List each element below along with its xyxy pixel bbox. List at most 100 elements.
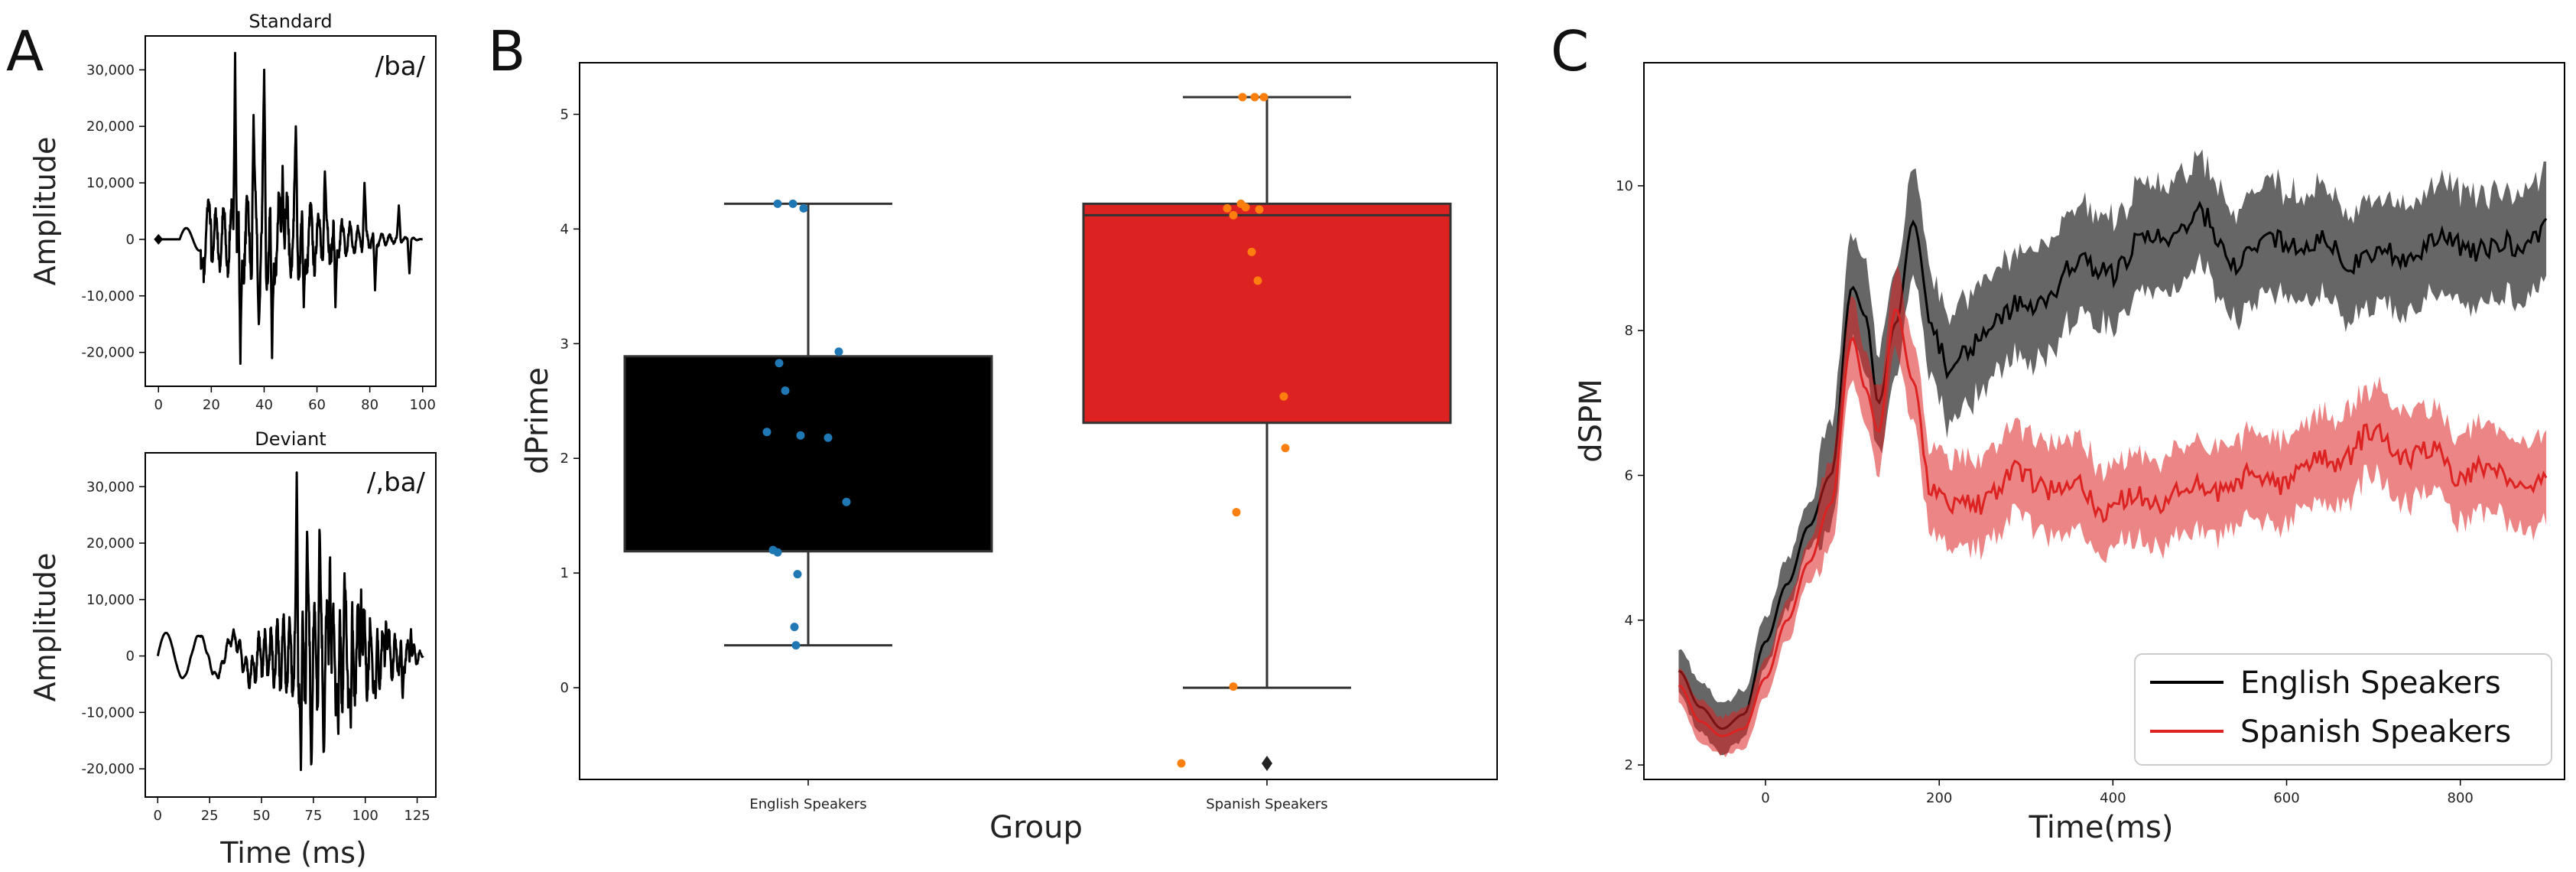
y-tick-label: -10,000 — [82, 288, 135, 304]
y-tick-label: -20,000 — [82, 761, 135, 777]
x-tick-label: 80 — [361, 397, 378, 413]
data-point — [842, 497, 851, 506]
data-point — [1177, 759, 1186, 768]
panel-a-deviant: Deviant /,ba/ Amplitude Time (ms) 0 25 50 7… — [28, 428, 437, 870]
y-tick-label: 4 — [1625, 613, 1633, 629]
data-point — [1238, 93, 1247, 102]
x-tick-label: 600 — [2273, 790, 2299, 806]
x-tick-label: 75 — [304, 808, 322, 824]
y-tick-label: -20,000 — [82, 345, 135, 361]
data-point — [781, 386, 790, 395]
y-tick-label: 0 — [560, 680, 569, 696]
panel-label-b: B — [488, 19, 525, 83]
x-tick-label: Spanish Speakers — [1206, 796, 1327, 812]
y-tick-label: 2 — [1625, 757, 1633, 773]
x-tick-label: 25 — [201, 808, 219, 824]
data-point — [1281, 444, 1290, 453]
y-axis-label: Amplitude — [28, 137, 62, 286]
waveform — [154, 51, 424, 365]
data-point — [796, 431, 805, 440]
x-tick-label: English Speakers — [749, 796, 866, 812]
waveform-line — [158, 51, 424, 365]
panel-b-boxplot: dPrime Group 0 1 2 3 4 5 English Speakers Span… — [520, 62, 1498, 845]
legend-label-spanish: Spanish Speakers — [2240, 714, 2511, 750]
y-tick-label: 10 — [1616, 178, 1633, 194]
x-tick-label: 200 — [1926, 790, 1952, 806]
y-tick-label: 3 — [560, 336, 569, 352]
axis-ticks: 0 1 2 3 4 5 — [560, 106, 580, 696]
x-axis-label: Time (ms) — [219, 836, 367, 870]
y-tick-label: 8 — [1625, 323, 1633, 339]
panel-label-a: A — [6, 19, 44, 83]
series-line-spanish — [1678, 307, 2548, 737]
data-point — [799, 203, 808, 213]
x-tick-label: 0 — [154, 808, 162, 824]
x-tick-label: 40 — [255, 397, 273, 413]
data-point — [791, 641, 801, 650]
y-axis-label: Amplitude — [28, 553, 62, 702]
axis-ticks: 0 200 400 600 800 2 4 6 8 10 — [1616, 178, 2474, 806]
data-point — [775, 359, 784, 368]
data-point — [1229, 682, 1238, 691]
x-axis-label: Time(ms) — [2029, 810, 2174, 845]
x-tick-label: 400 — [2100, 790, 2126, 806]
y-tick-label: 4 — [560, 221, 569, 237]
x-tick-label: 0 — [154, 397, 163, 413]
outlier-marker — [1262, 756, 1272, 772]
y-axis-label: dSPM — [1574, 379, 1609, 462]
x-axis-label: Group — [989, 810, 1083, 845]
x-tick-label: 60 — [308, 397, 326, 413]
waveform-line — [156, 471, 424, 772]
data-point — [1241, 203, 1250, 212]
x-tick-label: 800 — [2448, 790, 2474, 806]
boxes: English Speakers Spanish Speakers — [623, 93, 1452, 812]
data-point — [1255, 205, 1264, 214]
data-point — [823, 433, 833, 442]
data-point — [762, 428, 772, 437]
y-tick-label: 2 — [560, 451, 569, 467]
x-tick-label: 50 — [253, 808, 271, 824]
y-tick-label: 30,000 — [86, 62, 135, 78]
axis-ticks: 0 25 50 75 100 125 -20,000 -10,000 0 10,000 20,000… — [82, 479, 430, 824]
y-tick-label: 6 — [1625, 467, 1633, 483]
data-point — [1279, 392, 1288, 401]
y-tick-label: 0 — [126, 649, 135, 665]
series — [1678, 149, 2548, 758]
x-tick-label: 0 — [1761, 790, 1769, 806]
legend: English Speakers Spanish Speakers — [2134, 653, 2552, 766]
plot-frame — [145, 35, 437, 387]
data-point — [1253, 276, 1262, 285]
data-point — [1247, 247, 1256, 256]
panel-a-standard: Standard /ba/ Amplitude 0 20 40 60 80 100 -20,… — [28, 11, 437, 413]
panel-title: Deviant — [255, 428, 326, 450]
legend-box — [2134, 653, 2552, 766]
data-point — [1232, 508, 1241, 517]
axis-ticks: 0 20 40 60 80 100 -20,000 -10,000 0 10,000 20,000 3… — [82, 62, 436, 413]
syllable-label: /,ba/ — [367, 467, 426, 498]
data-point — [1229, 210, 1238, 220]
y-axis-label: dPrime — [520, 367, 555, 474]
panel-c-timecourse: dSPM Time(ms) 0 200 400 600 800 2 4 6 8 10 Englis… — [1574, 62, 2565, 845]
x-tick-label: 100 — [410, 397, 436, 413]
confidence-band-spanish — [1678, 265, 2547, 758]
x-tick-label: 20 — [203, 397, 220, 413]
data-point — [1223, 203, 1232, 213]
y-tick-label: 10,000 — [86, 592, 135, 608]
y-tick-label: 20,000 — [86, 535, 135, 552]
panel-title: Standard — [249, 11, 332, 32]
x-tick-label: 125 — [404, 808, 430, 824]
data-point — [773, 548, 782, 557]
waveform — [156, 471, 424, 772]
data-point — [790, 623, 799, 632]
y-tick-label: 5 — [560, 106, 569, 122]
y-tick-label: 30,000 — [86, 479, 135, 495]
y-tick-label: 20,000 — [86, 119, 135, 135]
box-spanish — [1082, 202, 1452, 425]
data-point — [834, 347, 843, 356]
syllable-label: /ba/ — [375, 51, 426, 82]
data-point — [1259, 93, 1269, 102]
y-tick-label: -10,000 — [82, 704, 135, 721]
data-point — [1250, 93, 1259, 102]
panel-label-c: C — [1551, 19, 1589, 83]
